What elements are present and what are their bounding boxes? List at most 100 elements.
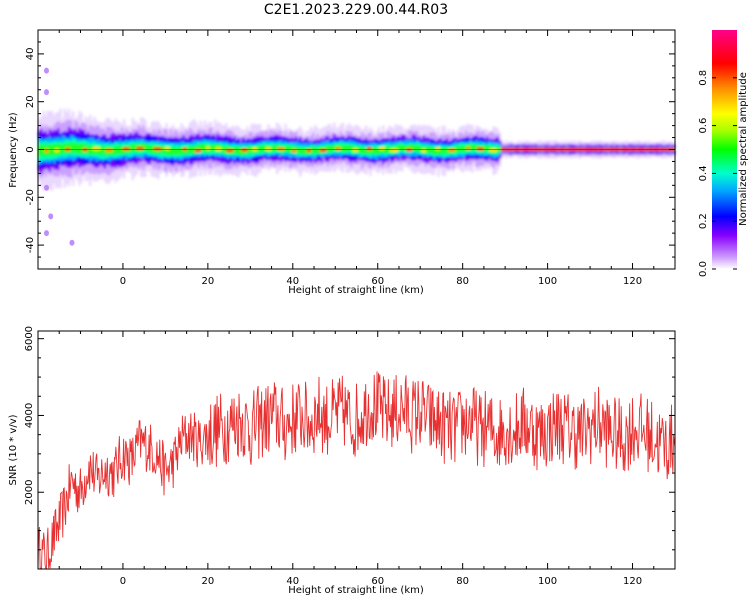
spectrogram-cell — [67, 142, 71, 153]
spectrogram-cell — [331, 144, 334, 152]
snr-y-axis-label: SNR (10 * v/v) — [8, 414, 19, 485]
spectrogram-cell — [239, 147, 243, 155]
spectrogram-peak — [378, 146, 386, 150]
spectrogram-outlier — [43, 230, 49, 237]
x-tick-label: 60 — [371, 276, 384, 287]
spectrogram-peak — [405, 148, 413, 152]
spectrogram-cell — [409, 144, 413, 151]
spectrogram-cell — [371, 147, 374, 154]
spectrogram-cell — [50, 145, 54, 155]
spectrogram-cell — [63, 142, 66, 154]
x-tick-label: 0 — [120, 276, 126, 287]
spectrogram-cell — [203, 143, 207, 152]
spectrogram-cell — [116, 145, 120, 155]
spectrogram-cell — [488, 145, 491, 152]
spectrogram-cell — [418, 146, 421, 152]
spectrogram-cell — [439, 147, 442, 155]
y-tick-label: 2000 — [24, 479, 35, 504]
spectrogram-cell — [297, 146, 300, 154]
spectrogram-peak — [488, 148, 498, 153]
colorbar-label: Normalized spectral amplitude — [738, 72, 749, 226]
x-tick-label: 20 — [201, 576, 214, 587]
spectrogram-cell — [167, 148, 171, 155]
spectrogram-peak — [366, 146, 373, 151]
spectrogram-cell — [101, 145, 105, 154]
x-tick-label: 20 — [201, 276, 214, 287]
spectrogram-cell — [401, 145, 404, 152]
spectrogram-cell — [303, 147, 306, 155]
spectrogram-cell — [150, 145, 154, 153]
spectrogram-peak — [152, 147, 163, 151]
spectrogram-cell — [263, 145, 266, 153]
spectrogram-cell — [443, 147, 447, 153]
snr-background — [38, 331, 675, 569]
spectrogram-cell — [350, 144, 353, 152]
y-tick-label: 6000 — [24, 326, 35, 351]
spectrogram-cell — [348, 145, 351, 151]
spectrogram-peak — [389, 148, 399, 153]
y-tick-label: 0 — [25, 146, 36, 152]
spectrogram-cell — [326, 145, 330, 153]
colorbar-gradient — [712, 30, 737, 269]
spectrogram-cell — [201, 143, 205, 152]
spectrogram-outlier — [43, 184, 49, 191]
y-tick-label: 20 — [25, 95, 36, 108]
spectrogram-cell — [316, 148, 319, 154]
spectrogram-cell — [441, 148, 444, 155]
spectrogram-x-axis-label: Height of straight line (km) — [288, 285, 424, 296]
spectrogram-cell — [377, 147, 381, 155]
spectrogram-peak — [352, 148, 359, 152]
spectrogram-cell — [38, 145, 41, 158]
spectrogram-cell — [169, 147, 173, 156]
spectrogram-cell — [426, 145, 430, 153]
spectrogram-cell — [471, 144, 474, 152]
spectrogram-cell — [435, 147, 438, 155]
y-tick-label: 40 — [25, 48, 36, 61]
spectrogram-peak — [264, 147, 272, 151]
spectrogram-cell — [193, 145, 196, 155]
spectrogram-cell — [403, 145, 406, 151]
spectrogram-cell — [209, 144, 213, 151]
x-tick-label: 100 — [538, 276, 557, 287]
figure-title: C2E1.2023.229.00.44.R03 — [264, 2, 448, 18]
spectrogram-cell — [473, 144, 476, 151]
colorbar-ticks: 0.0 0.2 0.4 0.6 0.8 — [698, 70, 737, 277]
spectrogram-peak — [121, 147, 131, 151]
spectrogram-cell — [475, 144, 478, 151]
spectrogram-cell — [356, 145, 360, 153]
x-tick-label: 120 — [623, 576, 642, 587]
spectrogram-cell — [345, 145, 349, 152]
spectrogram-cell — [173, 148, 177, 155]
spectrogram-cell — [420, 145, 423, 152]
spectrogram-cell — [341, 145, 345, 153]
x-tick-label: 40 — [286, 276, 299, 287]
spectrogram-cell — [462, 146, 466, 152]
snr-x-axis-label: Height of straight line (km) — [288, 585, 424, 596]
spectrogram-panel: 0 20 40 60 80 100 120 -40 -20 0 20 40 Height of st… — [8, 29, 676, 296]
spectrogram-cell — [212, 145, 215, 153]
spectrogram-cell — [69, 144, 73, 154]
spectrogram-peak — [276, 147, 286, 151]
spectrogram-outlier — [43, 67, 49, 74]
spectrogram-cell — [358, 146, 362, 153]
spectrogram-cell — [88, 145, 92, 156]
spectrogram-cell — [188, 145, 192, 153]
spectrogram-peak — [240, 148, 249, 152]
x-tick-label: 60 — [371, 576, 384, 587]
x-tick-label: 40 — [286, 576, 299, 587]
spectrogram-cell — [271, 145, 275, 152]
spectrogram-cell — [311, 147, 315, 155]
spectrogram-peak — [205, 146, 211, 151]
spectrogram-y-ticks: -40 -20 0 20 40 — [25, 29, 675, 270]
spectrogram-cell — [373, 146, 377, 154]
spectrogram-cell — [413, 145, 417, 152]
snr-series-line — [37, 371, 676, 569]
spectrogram-cell — [483, 145, 487, 152]
spectrogram-cell — [163, 146, 166, 154]
spectrogram-cell — [362, 148, 366, 154]
spectrogram-cell — [114, 146, 117, 155]
spectrogram-cell — [437, 148, 440, 155]
snr-y-ticks: 2000 4000 6000 — [24, 326, 675, 551]
spectrogram-outlier — [69, 239, 75, 246]
spectrogram-peak — [291, 149, 298, 153]
